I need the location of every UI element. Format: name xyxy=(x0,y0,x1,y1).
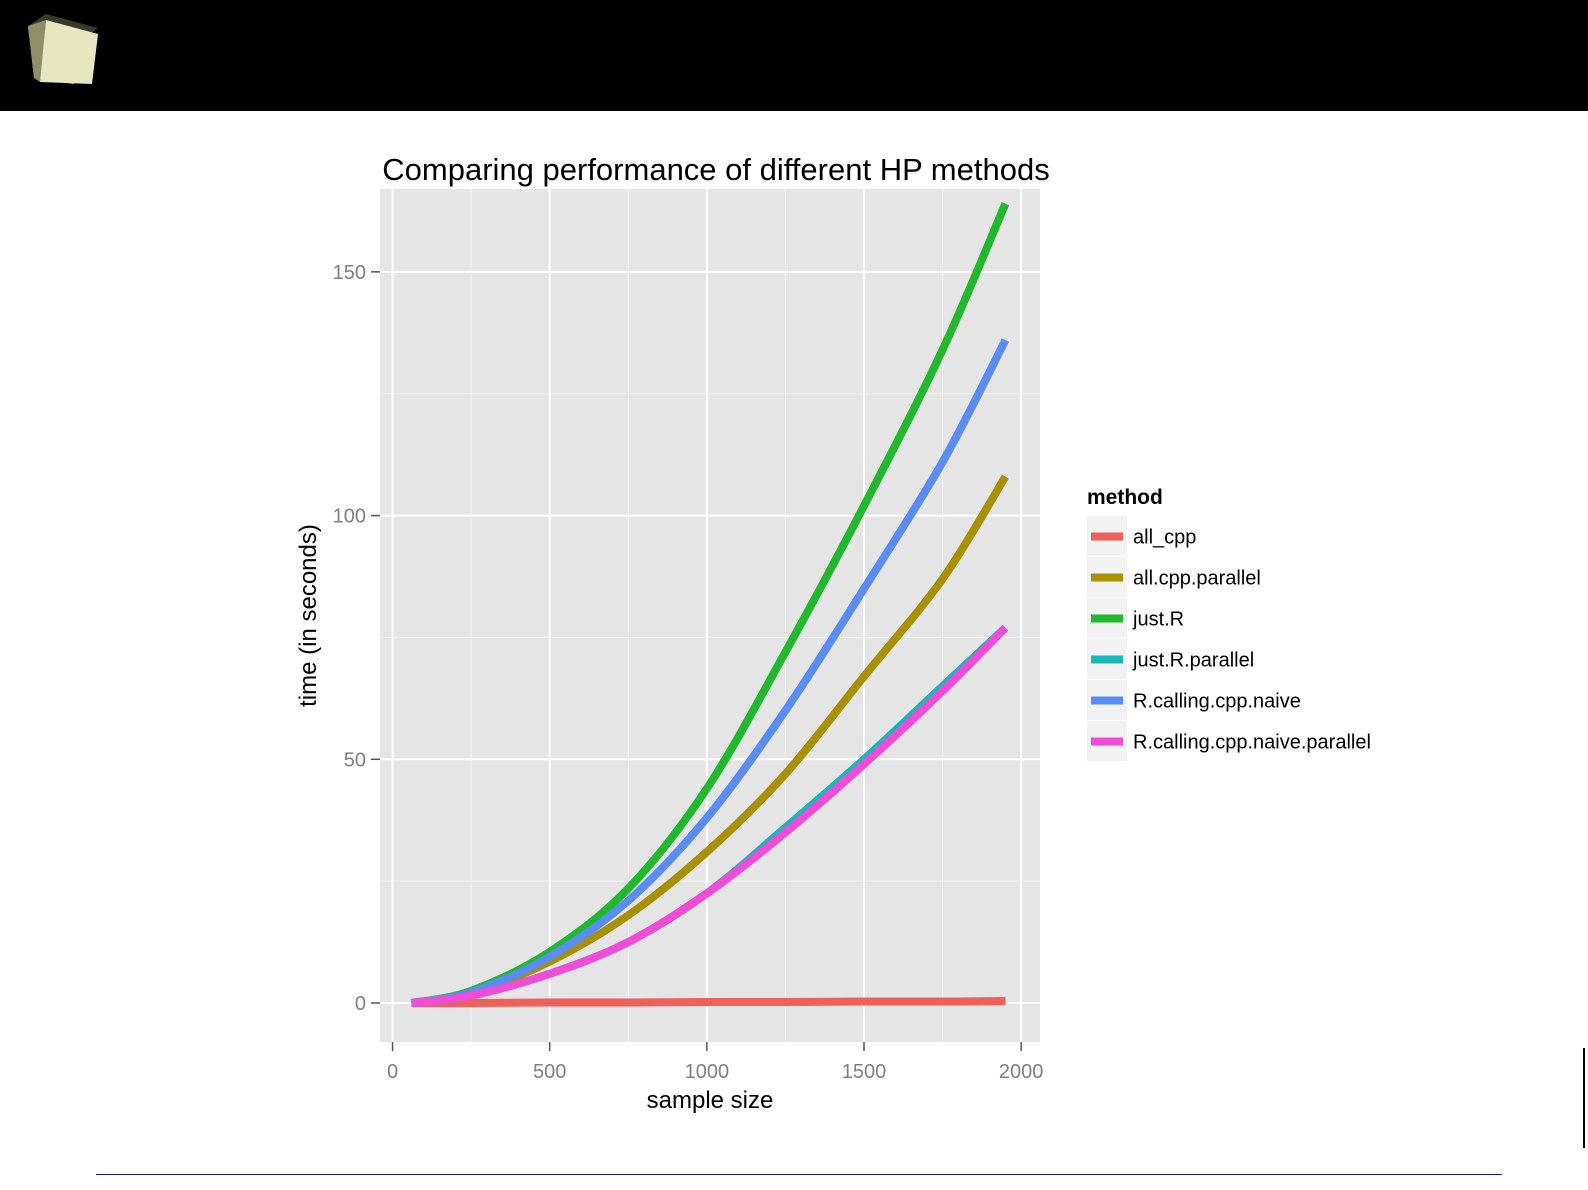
legend-label: R.calling.cpp.naive xyxy=(1133,691,1301,713)
edge-rule xyxy=(1583,1048,1585,1148)
chart-title: Comparing performance of different HP me… xyxy=(382,152,1049,187)
cube-icon xyxy=(28,14,98,84)
plot-panel xyxy=(380,189,1040,1042)
x-tick-label: 500 xyxy=(533,1061,566,1083)
legend-label: all.cpp.parallel xyxy=(1133,568,1261,590)
legend-title: method xyxy=(1087,486,1163,509)
x-axis-label: sample size xyxy=(647,1087,774,1114)
legend-items: all_cpp all.cpp.parallel just.R just.R.para… xyxy=(1087,516,1371,761)
legend-item: R.calling.cpp.naive xyxy=(1087,680,1301,720)
series-line-R.calling.cpp.naive xyxy=(410,338,1009,1007)
y-tick-label: 0 xyxy=(355,993,366,1015)
legend-label: all_cpp xyxy=(1133,527,1196,549)
x-tick-label: 1500 xyxy=(842,1061,887,1083)
y-axis: 0 50 100 150 xyxy=(333,262,380,1015)
legend-item: just.R xyxy=(1087,598,1184,638)
legend-label: R.calling.cpp.naive.parallel xyxy=(1133,732,1371,754)
header-bar xyxy=(0,0,1588,111)
y-tick-label: 100 xyxy=(333,506,366,528)
series-line-all_cpp xyxy=(411,997,1006,1008)
legend-label: just.R xyxy=(1132,609,1184,631)
x-axis: 0 500 1000 1500 2000 xyxy=(387,1042,1043,1083)
legend: method all_cpp all.cpp.parallel just.R just… xyxy=(1087,486,1371,761)
y-tick-label: 150 xyxy=(333,262,366,284)
legend-item: just.R.parallel xyxy=(1087,639,1254,679)
legend-label: just.R.parallel xyxy=(1132,650,1254,672)
x-tick-label: 1000 xyxy=(685,1061,730,1083)
series-line-R.calling.cpp.naive.parallel xyxy=(410,624,1009,1007)
y-tick-label: 50 xyxy=(344,749,366,771)
x-tick-label: 2000 xyxy=(999,1061,1044,1083)
legend-item: R.calling.cpp.naive.parallel xyxy=(1087,721,1371,761)
footer-rule xyxy=(96,1174,1502,1175)
legend-item: all_cpp xyxy=(1087,516,1196,556)
legend-item: all.cpp.parallel xyxy=(1087,557,1261,597)
minor-grid xyxy=(380,189,1040,1042)
series-lines xyxy=(410,202,1010,1008)
x-tick-label: 0 xyxy=(387,1061,398,1083)
y-axis-label: time (in seconds) xyxy=(295,524,322,707)
